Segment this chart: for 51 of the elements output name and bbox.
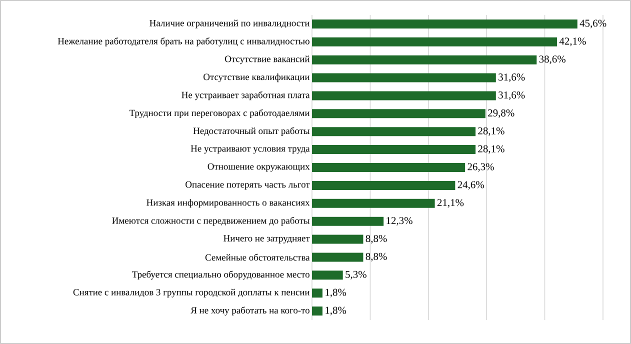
data-label: 5,3% [346,270,366,280]
y-tick-label: Не устраивают условия труда [190,145,310,154]
bar [312,145,476,154]
data-label: 24,6% [458,181,484,190]
data-label: 1,8% [326,306,346,316]
data-label: 28,1% [478,145,504,154]
data-label: 21,1% [437,199,464,208]
data-label: 29,8% [488,109,514,118]
y-tick-label: Нежелание работодателя брать на работулиц с инвалидностью [58,37,310,46]
y-tick-label: Опасение потерять часть льгот [186,181,310,190]
bar [312,288,322,298]
y-tick-label: Наличие ограничений по инвалидности [150,20,310,28]
data-label: 45,6% [580,20,606,28]
data-label: 8,8% [366,252,387,262]
y-tick-label: Имеются сложности с передвижением до работы [112,216,310,226]
bar [312,270,343,280]
y-tick-label: Не устраивает заработная плата [182,91,310,100]
data-label: 1,8% [326,288,346,298]
bar [312,252,364,262]
bar [312,216,384,226]
y-tick-label: Требуется специально оборудованное место [132,270,310,280]
data-label: 31,6% [498,74,525,82]
y-tick-label: Я не хочу работать на кого-то [190,306,310,316]
bar [312,306,322,316]
bar [312,91,496,100]
bar [312,198,435,208]
bar [312,163,466,172]
y-tick-label: Ничего не затрудняет [224,235,310,244]
y-tick-label: Низкая информированность о вакансиях [146,199,310,208]
y-tick-label: Отсутствие вакансий [225,56,310,64]
bar [312,234,364,244]
data-label: 8,8% [366,234,387,244]
bar [312,73,496,82]
data-label: 28,1% [478,127,504,136]
y-tick-label: Отношение окружающих [208,163,310,172]
y-tick-label: Снятие с инвалидов 3 группы городской доплаты к пенсии [73,288,310,298]
bar [312,19,578,28]
bar [312,180,456,190]
data-label: 42,1% [559,38,586,46]
data-label: 26,3% [468,163,494,172]
data-label: 12,3% [386,217,412,226]
bar [312,55,537,64]
y-tick-label: Трудности при переговорах с работодаелями [129,109,310,118]
bar [312,109,486,118]
data-label: 38,6% [539,56,566,64]
y-tick-label: Недостаточный опыт работы [193,127,310,136]
bar [312,127,476,136]
data-label: 31,6% [498,91,525,100]
bar [312,37,558,46]
y-tick-label: Отсутствие квалификации [204,73,310,82]
y-tick-label: Семейные обстоятельства [205,254,310,261]
